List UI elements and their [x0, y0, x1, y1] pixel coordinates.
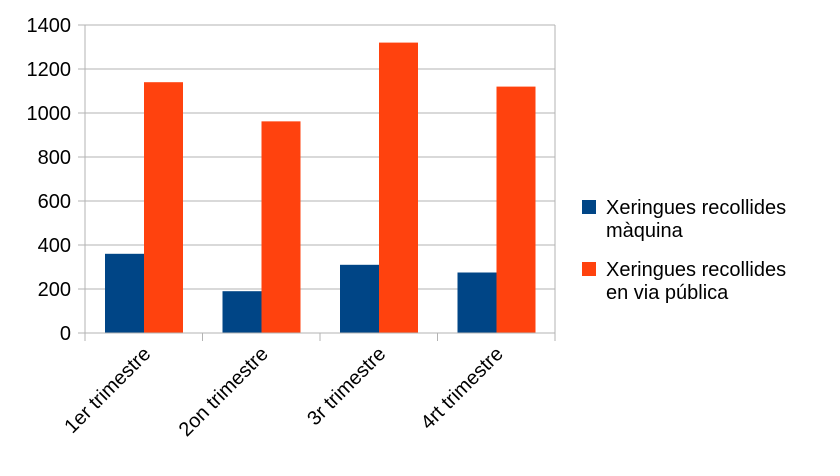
legend-label-line: Xeringues recollides [606, 197, 786, 219]
legend-label-line: en via pública [606, 282, 729, 304]
x-tick-label: 1er trimestre [60, 343, 155, 438]
x-tick-label: 3r trimestre [303, 343, 390, 430]
bars [105, 42, 536, 333]
y-tick-label: 1000 [27, 103, 72, 125]
legend-label: Xeringues recollides en via pública [606, 259, 786, 304]
y-tick-label: 400 [38, 235, 71, 257]
legend-label-line: màquina [606, 220, 684, 242]
bar [105, 253, 144, 333]
y-tick-label: 600 [38, 191, 71, 213]
x-tick-label: 4rt trimestre [417, 343, 508, 434]
bar [496, 86, 536, 333]
x-axis-tick-labels: 1er trimestre 2on trimestre 3r trimestre 4r… [60, 343, 507, 441]
legend-swatch [582, 262, 596, 276]
bar [222, 291, 262, 333]
bar [457, 272, 497, 333]
axes [78, 24, 556, 341]
bar [144, 82, 183, 333]
y-tick-label: 0 [60, 323, 71, 345]
y-tick-label: 1200 [27, 59, 72, 81]
bar [261, 121, 301, 333]
legend-label-line: Xeringues recollides [606, 259, 786, 281]
x-tick-label: 2on trimestre [175, 343, 273, 441]
legend-swatch [582, 200, 596, 214]
y-tick-label: 800 [38, 147, 71, 169]
legend-label: Xeringues recollides màquina [606, 197, 786, 242]
bar [340, 264, 379, 333]
y-tick-label: 1400 [27, 15, 72, 37]
bar [379, 42, 418, 333]
y-axis-tick-labels: 0 200 400 600 800 1000 1200 1400 [27, 15, 72, 345]
y-tick-label: 200 [38, 279, 71, 301]
